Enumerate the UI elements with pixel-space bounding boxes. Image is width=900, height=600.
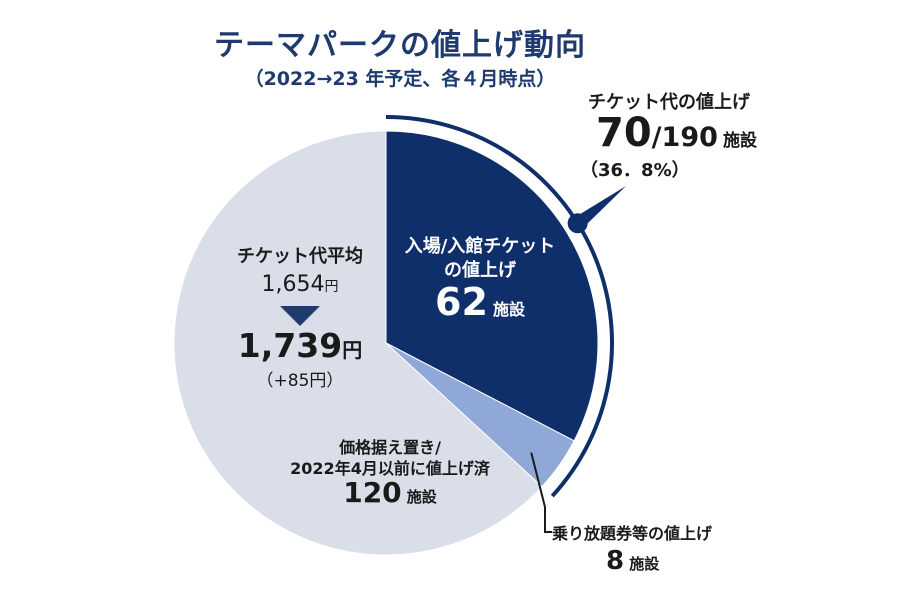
pass-leader-line: [530, 452, 552, 533]
pass-unit: 施設: [629, 555, 660, 573]
callout-total: /190: [651, 122, 718, 153]
callout-figure: 70/190 施設: [596, 110, 757, 156]
average-diff: （+85円）: [256, 371, 344, 391]
average-after: 1,739: [237, 326, 343, 365]
freeze-unit: 施設: [406, 488, 437, 506]
chart-subtitle: （2022→23 年予定、各４月時点）: [244, 68, 556, 90]
callout-count: 70: [596, 110, 652, 156]
average-before: 1,654: [261, 272, 325, 297]
entry-unit: 施設: [492, 300, 525, 319]
average-before-yen: 円: [324, 279, 339, 295]
average-before-row: 1,654円: [220, 272, 380, 297]
callout-label: チケット代の値上げ: [588, 92, 750, 113]
freeze-label-line1: 価格据え置き/: [339, 438, 441, 457]
entry-label-line2: の値上げ: [444, 260, 516, 281]
callout-percent: （36．8%）: [580, 160, 690, 181]
pass-label: 乗り放題券等の値上げ: [552, 524, 713, 543]
callout-arc: [385, 115, 614, 498]
freeze-count-row: 120 施設: [300, 476, 480, 509]
freeze-count: 120: [343, 476, 402, 509]
average-after-row: 1,739円: [220, 326, 380, 365]
average-label: チケット代平均: [237, 246, 363, 267]
down-arrow-icon: [280, 306, 320, 326]
pass-count-row: 8 施設: [606, 546, 659, 576]
chart-title: テーマパークの値上げ動向: [214, 28, 586, 63]
pie-slice-freeze: [173, 130, 543, 556]
entry-label-line1: 入場/入館チケット: [404, 236, 556, 257]
callout-unit: 施設: [723, 131, 757, 151]
entry-count-row: 62 施設: [400, 280, 560, 324]
pie-slice-entry: [385, 130, 599, 442]
average-after-yen: 円: [342, 338, 363, 362]
freeze-label-line2: 2022年4月以前に値上げ済: [290, 459, 490, 478]
entry-count: 62: [435, 280, 488, 324]
callout-pointer: [571, 186, 626, 228]
pass-count: 8: [606, 546, 625, 576]
